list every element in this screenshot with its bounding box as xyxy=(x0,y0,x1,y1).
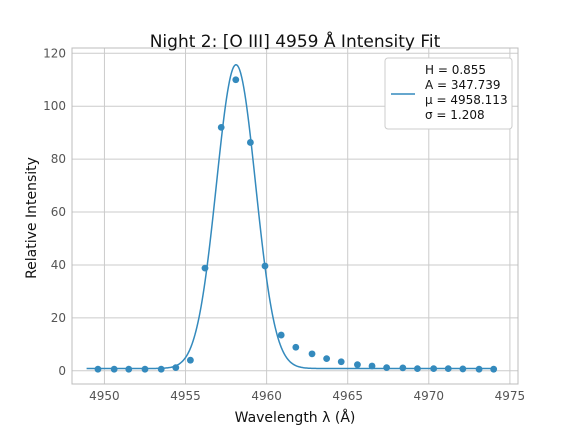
data-point xyxy=(172,364,180,371)
data-point xyxy=(475,365,483,373)
data-point xyxy=(323,355,331,363)
data-point xyxy=(125,365,133,373)
data-point xyxy=(399,364,407,372)
x-tick-label: 4950 xyxy=(89,389,120,403)
data-point xyxy=(383,364,391,371)
chart-title: Night 2: [O III] 4959 Å Intensity Fit xyxy=(150,30,441,52)
x-tick-label: 4955 xyxy=(170,389,201,403)
data-point xyxy=(110,365,118,373)
data-point xyxy=(368,362,376,370)
y-tick-label: 80 xyxy=(51,152,66,166)
legend-box xyxy=(384,57,513,130)
legend-entry-a: A = 347.739 xyxy=(425,78,501,92)
data-point xyxy=(157,365,165,373)
data-point xyxy=(217,123,225,131)
y-tick-label: 0 xyxy=(58,364,66,378)
legend-entry-mu: μ = 4958.113 xyxy=(425,93,508,107)
data-point xyxy=(247,139,254,146)
data-point xyxy=(261,262,269,270)
data-point xyxy=(490,365,498,373)
data-point xyxy=(232,76,240,84)
y-tick-label: 60 xyxy=(51,205,66,219)
legend-entry-h: H = 0.855 xyxy=(425,63,486,77)
data-point xyxy=(186,356,194,364)
data-point xyxy=(337,358,345,366)
y-tick-label: 40 xyxy=(51,258,66,272)
data-point xyxy=(444,365,452,373)
legend-entry-sigma: σ = 1.208 xyxy=(425,108,485,122)
data-point xyxy=(141,365,149,373)
data-point xyxy=(201,264,209,272)
y-axis-label: Relative Intensity xyxy=(24,157,40,279)
y-tick-label: 100 xyxy=(43,99,66,113)
x-axis-label: Wavelength λ (Å) xyxy=(235,409,356,426)
x-tick-label: 4965 xyxy=(332,389,363,403)
data-point xyxy=(414,365,421,373)
x-tick-label: 4975 xyxy=(495,389,526,403)
x-tick-label: 4960 xyxy=(251,389,282,403)
data-point xyxy=(430,365,438,373)
y-tick-label: 120 xyxy=(43,46,66,60)
fit-curve xyxy=(86,63,493,370)
data-point xyxy=(308,350,316,358)
data-points xyxy=(94,76,498,373)
data-point xyxy=(292,343,300,351)
data-point xyxy=(94,365,102,373)
data-point xyxy=(277,331,285,339)
grid xyxy=(72,48,518,384)
x-tick-label: 4970 xyxy=(414,389,445,403)
tick-labels: 4950 4955 4960 4965 4970 4975 0 20 40 60 80 100 120 xyxy=(43,46,525,403)
data-point xyxy=(354,361,361,369)
y-tick-label: 20 xyxy=(51,311,66,325)
legend: H = 0.855 A = 347.739 μ = 4958.113 σ = 1… xyxy=(384,57,513,130)
plot-frame xyxy=(71,47,519,385)
data-point xyxy=(459,365,467,373)
